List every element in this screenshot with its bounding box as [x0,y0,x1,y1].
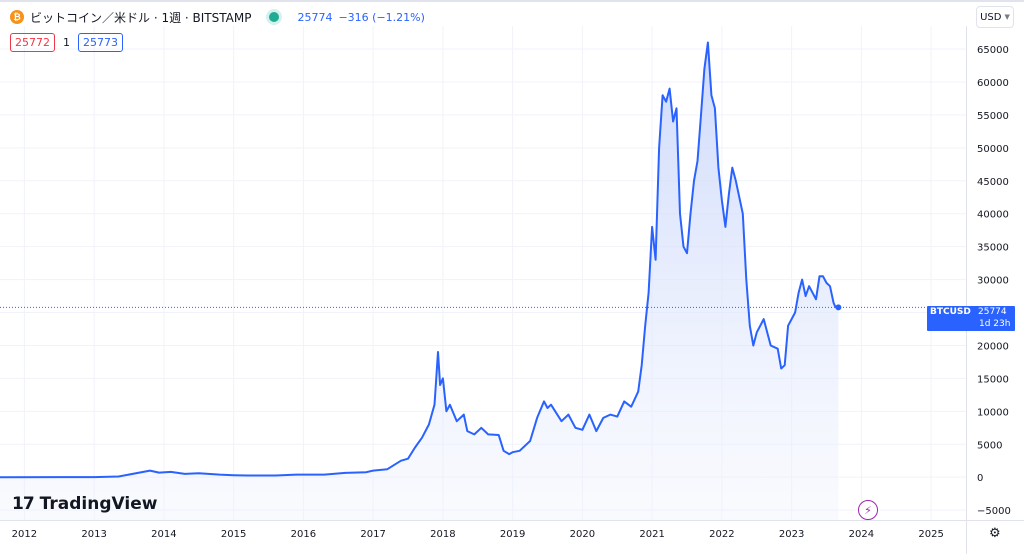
y-tick-label: 40000 [977,210,1009,221]
x-tick-label: 2016 [291,529,316,540]
y-tick-label: −5000 [977,506,1011,517]
chevron-down-icon: ▼ [1004,13,1010,21]
badge-price: 25774 [978,307,1007,317]
last-price: 25774 [297,10,333,24]
currency-value: USD [980,11,1002,23]
y-tick-label: 35000 [977,243,1009,254]
symbol-title[interactable]: ビットコイン／米ドル · 1週 · BITSTAMP [30,10,252,25]
buy-button[interactable]: 25773 [78,33,123,52]
spread-value: 1 [63,36,70,49]
symbol-header: ₿ ビットコイン／米ドル · 1週 · BITSTAMP 25774 −316 (… [10,8,425,26]
x-tick-label: 2018 [430,529,455,540]
y-tick-label: 10000 [977,407,1009,418]
live-status-icon [269,12,280,22]
x-tick-label: 2021 [639,529,664,540]
tradingview-logo[interactable]: 17 TradingView [12,494,157,514]
x-tick-label: 2024 [849,529,874,540]
time-axis[interactable]: 2012 2013 2014 2015 2016 2017 2018 2019 2020 2021… [12,529,944,540]
y-tick-label: 5000 [977,440,1002,451]
gear-icon[interactable]: ⚙ [989,526,1001,541]
y-tick-label: 65000 [977,45,1009,56]
x-tick-label: 2017 [360,529,385,540]
y-tick-label: 45000 [977,177,1009,188]
x-tick-label: 2015 [221,529,246,540]
y-tick-label: 50000 [977,144,1009,155]
tradingview-logo-icon: 17 [12,494,35,514]
badge-countdown: 1d 23h [979,319,1011,329]
top-border [0,0,1024,2]
y-tick-label: 15000 [977,374,1009,385]
price-change: −316 (−1.21%) [338,10,425,24]
price-badge: BTCUSD 25774 1d 23h [927,306,1015,331]
y-tick-label: 30000 [977,276,1009,287]
x-tick-label: 2020 [570,529,595,540]
x-tick-label: 2022 [709,529,734,540]
price-axis[interactable]: −500005000100001500020000250003000035000… [977,45,1011,517]
price-line [0,41,839,479]
y-tick-label: 0 [977,473,983,484]
x-tick-label: 2013 [81,529,106,540]
x-tick-label: 2019 [500,529,525,540]
lightning-icon[interactable]: ⚡ [858,500,878,520]
sell-button[interactable]: 25772 [10,33,55,52]
last-price-dot [835,304,842,311]
order-buttons: 25772 1 25773 [10,33,123,52]
y-tick-label: 60000 [977,78,1009,89]
currency-select[interactable]: USD ▼ [976,6,1014,28]
x-tick-label: 2014 [151,529,176,540]
quote: 25774 −316 (−1.21%) [297,11,424,24]
price-area-fill [0,42,839,520]
tradingview-wordmark: TradingView [39,494,158,514]
y-tick-label: 55000 [977,111,1009,122]
y-tick-label: 20000 [977,341,1009,352]
x-tick-label: 2025 [918,529,943,540]
x-tick-label: 2012 [12,529,37,540]
bitcoin-icon: ₿ [10,10,24,24]
badge-symbol: BTCUSD [930,307,971,317]
x-tick-label: 2023 [779,529,804,540]
